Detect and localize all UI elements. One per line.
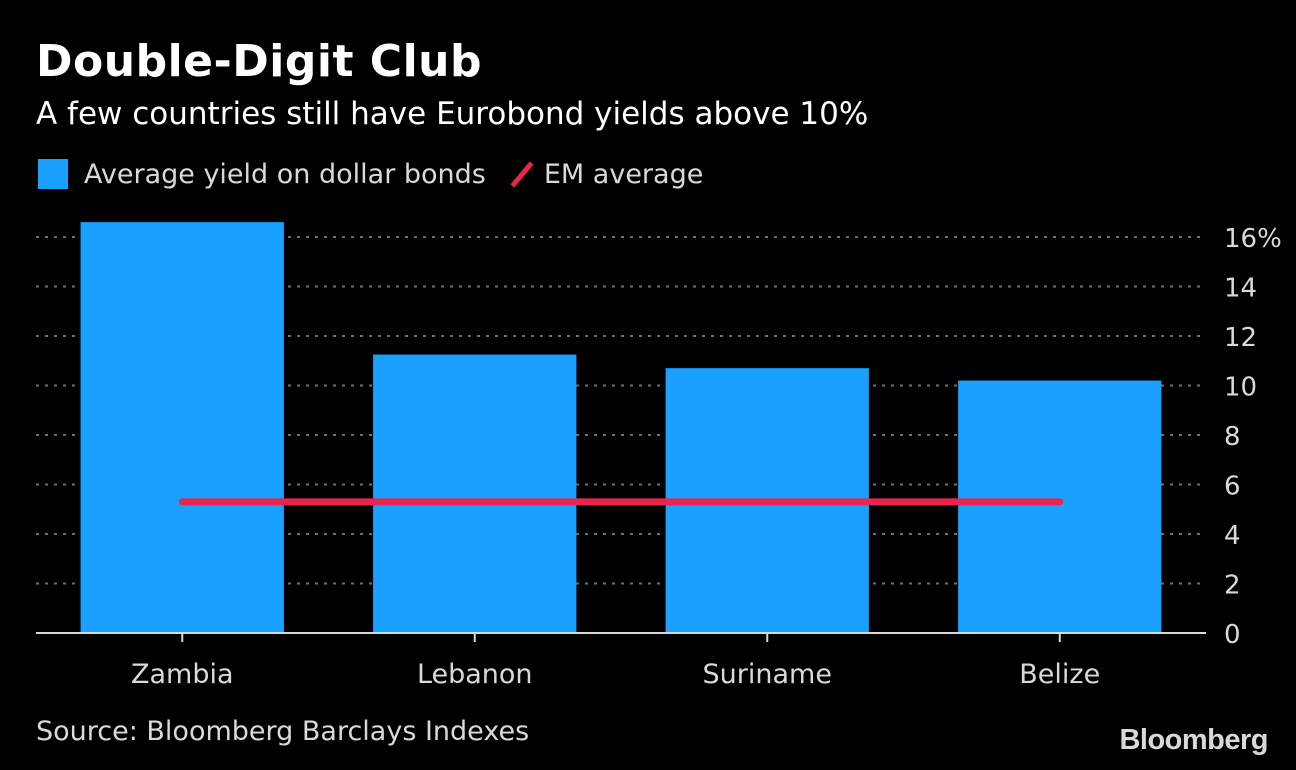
y-tick-label: 10 [1224, 373, 1257, 403]
legend: Average yield on dollar bonds EM average [38, 156, 723, 192]
x-tick-label: Lebanon [417, 659, 533, 690]
bar-swatch-icon [38, 159, 68, 189]
bar-belize [958, 380, 1162, 633]
y-tick-label: 4 [1224, 521, 1241, 551]
y-tick-label: 16% [1224, 224, 1282, 254]
y-tick-label: 8 [1224, 422, 1241, 452]
x-tick-label: Belize [1019, 659, 1100, 690]
legend-item-line: EM average [506, 159, 703, 190]
chart-subtitle: A few countries still have Eurobond yiel… [36, 96, 869, 132]
chart-title: Double-Digit Club [36, 36, 482, 87]
x-tick-label: Zambia [131, 659, 234, 690]
source-note: Source: Bloomberg Barclays Indexes [36, 716, 530, 747]
legend-label-bars: Average yield on dollar bonds [84, 158, 486, 190]
bloomberg-logo: Bloomberg [1119, 724, 1268, 756]
legend-label-line: EM average [543, 158, 704, 190]
y-tick-label: 6 [1224, 472, 1241, 502]
y-tick-label: 12 [1224, 323, 1257, 353]
legend-item-bars: Average yield on dollar bonds [38, 159, 486, 190]
x-tick-label: Suriname [703, 659, 832, 690]
y-tick-label: 14 [1224, 274, 1257, 304]
bar-zambia [80, 222, 284, 633]
y-tick-label: 0 [1224, 620, 1241, 650]
bar-lebanon [373, 354, 577, 633]
y-tick-label: 2 [1224, 571, 1241, 601]
